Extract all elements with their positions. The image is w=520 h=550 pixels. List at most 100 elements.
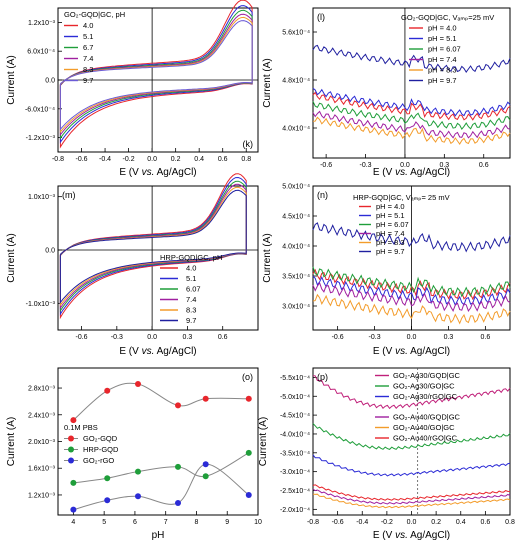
x-tick-label: 0.3	[183, 334, 193, 341]
legend-entry: GO₂-rGO	[83, 456, 114, 465]
y-axis-label: Current (A)	[6, 417, 17, 466]
legend-entry: 4.0	[83, 21, 93, 30]
y-tick-label: 1.2x10⁻³	[28, 20, 56, 27]
series-line	[59, 189, 247, 304]
x-axis-label: pH	[152, 530, 165, 541]
legend-entry: GO₂-Ag30/GO|GC	[393, 382, 455, 391]
legend-title: HRP-GQD|GC, pH	[160, 253, 222, 262]
legend-entry: 6.07	[186, 285, 201, 294]
legend-marker	[68, 435, 74, 442]
panel-label: (k)	[243, 139, 254, 149]
legend-entry: pH = 7.4	[428, 55, 457, 64]
series-line	[59, 173, 247, 320]
x-tick-label: 0.0	[400, 162, 410, 169]
legend-entry: 6.7	[83, 43, 93, 52]
y-tick-label: 0.0	[45, 248, 55, 255]
y-axis-label: Current (A)	[262, 233, 273, 282]
x-tick-label: -0.6	[75, 334, 87, 341]
x-tick-label: 0.6	[481, 519, 491, 526]
x-tick-label: 8	[195, 519, 199, 526]
data-point	[175, 463, 181, 470]
x-tick-label: -0.3	[111, 334, 123, 341]
legend-entry: pH = 8.3	[428, 66, 457, 75]
legend-entry: pH = 7.4	[376, 229, 405, 238]
data-point	[135, 493, 141, 500]
x-tick-label: -0.6	[75, 156, 87, 163]
panel-p: -0.8 -0.6 -0.4 -0.2 0.0 0.2 0.4 0.6 0.8 -2.0x10⁻⁴…	[258, 367, 515, 541]
legend-title: 0.1M PBS	[64, 423, 98, 432]
x-tick-label: 0.6	[218, 334, 228, 341]
legend-title: HRP-GQD|GC, Vₐₘₚ= 25 mV	[353, 193, 450, 202]
y-axis-label: Current (A)	[6, 55, 17, 104]
data-point	[70, 479, 77, 486]
data-point	[135, 381, 141, 388]
y-axis-label: Current (A)	[258, 417, 269, 466]
y-tick-label: 4.5x10⁻⁴	[282, 214, 310, 221]
data-point	[202, 461, 209, 468]
data-point	[245, 395, 252, 402]
legend-entry: HRP-GQD	[83, 445, 119, 454]
x-tick-label: -0.4	[356, 519, 368, 526]
x-tick-label: -0.3	[360, 162, 372, 169]
legend-entry: 9.7	[83, 76, 93, 85]
y-tick-label: 5.6x10⁻⁴	[282, 30, 310, 37]
x-tick-label: -0.2	[123, 156, 135, 163]
panel-o: 4 5 6 7 8 9 10 1.2x10⁻³ 1.6x10⁻³ 2.0x10⁻³ 2.4x10⁻³…	[6, 367, 262, 541]
x-axis-label: E (V vs. Ag/AgCl)	[373, 346, 450, 357]
legend-entry: GO₂-Ag30/rGO|GC	[393, 392, 458, 401]
x-tick-label: 0.0	[147, 334, 157, 341]
legend-entry: GO₂-Au40/GQD|GC	[393, 413, 461, 422]
x-axis-label: E (V vs. Ag/AgCl)	[373, 530, 450, 541]
x-tick-label: -0.8	[307, 519, 319, 526]
data-point	[70, 417, 77, 424]
y-tick-label: 4.0x10⁻⁴	[282, 126, 310, 133]
y-tick-label: 3.0x10⁻⁴	[282, 304, 310, 311]
legend-title: GO₂-GQD|GC, pH	[64, 10, 125, 19]
y-tick-label: -3.0x10⁻⁴	[280, 469, 310, 476]
x-tick-label: 0.8	[241, 156, 251, 163]
legend-marker	[68, 446, 74, 453]
panel-n: -0.6 -0.3 0.0 0.3 0.6 3.0x10⁻⁴ 3.5x10⁻⁴ 4.0x10⁻…	[262, 184, 511, 357]
x-tick-label: -0.3	[369, 334, 381, 341]
y-tick-label: 2.4x10⁻³	[28, 412, 56, 419]
y-tick-label: 1.6x10⁻³	[28, 466, 56, 473]
y-tick-label: -1.2x10⁻³	[26, 135, 56, 142]
x-tick-label: 10	[254, 519, 262, 526]
fit-curve	[73, 463, 250, 511]
x-axis-label: E (V vs. Ag/AgCl)	[373, 167, 450, 178]
x-tick-label: 0.8	[505, 519, 515, 526]
legend-entry: 5.1	[186, 274, 196, 283]
plot-frame	[57, 185, 259, 331]
y-tick-label: -4.5x10⁻⁴	[280, 413, 310, 420]
data-point	[245, 449, 252, 456]
y-tick-label: 6.0x10⁻⁴	[27, 49, 55, 56]
data-point	[104, 387, 111, 394]
legend-entry: GO₂-Ag30/GQD|GC	[393, 371, 461, 380]
y-tick-label: -2.0x10⁻⁴	[280, 507, 310, 514]
series-line	[312, 454, 511, 477]
legend-entry: 5.1	[83, 32, 93, 41]
panel-label: (l)	[317, 12, 325, 22]
x-tick-label: 0.0	[147, 156, 157, 163]
data-point	[70, 506, 77, 513]
x-tick-label: 4	[71, 519, 75, 526]
y-tick-label: -4.0x10⁻⁴	[280, 431, 310, 438]
series-line	[59, 20, 253, 131]
fit-curve	[73, 382, 249, 421]
series-line	[312, 484, 511, 501]
panel-label: (m)	[62, 190, 76, 200]
legend-entry: 4.0	[186, 264, 196, 273]
legend-entry: 7.4	[186, 295, 196, 304]
x-axis-label: E (V vs. Ag/AgCl)	[119, 167, 196, 178]
y-tick-label: -2.5x10⁻⁴	[280, 488, 310, 495]
data-point	[135, 468, 141, 475]
series-line	[312, 275, 511, 307]
legend-entry: pH = 9.7	[428, 76, 457, 85]
x-tick-label: -0.6	[332, 334, 344, 341]
y-tick-label: 4.0x10⁻⁴	[282, 244, 310, 251]
legend-entry: pH = 4.0	[428, 24, 457, 33]
y-tick-label: -3.5x10⁻⁴	[280, 450, 310, 457]
legend-marker	[68, 457, 74, 464]
legend-entry: pH = 6.07	[428, 45, 461, 54]
